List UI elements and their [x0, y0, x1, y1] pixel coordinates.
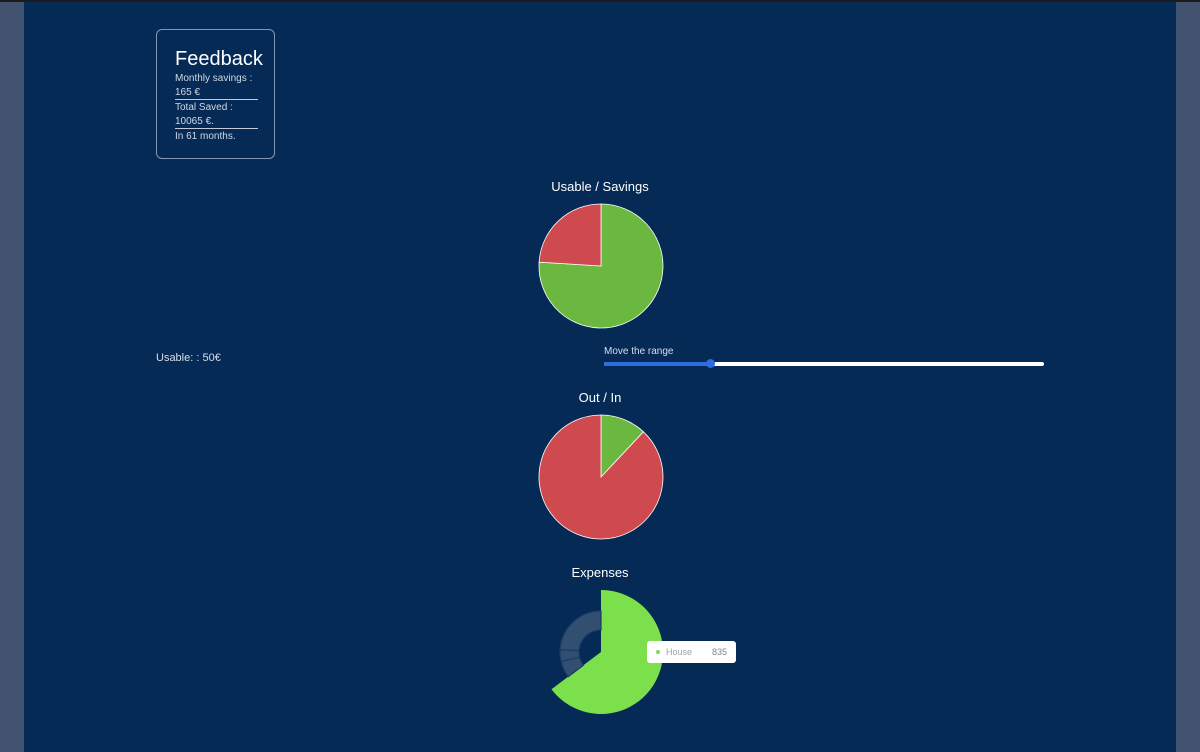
monthly-savings-label: Monthly savings :: [175, 73, 253, 84]
usable-amount-label: Usable: : 50€: [156, 352, 221, 364]
expenses-doughnut-chart: [551, 590, 663, 714]
tooltip-value: 835: [712, 647, 728, 657]
house-pie-slice-0[interactable]: [551, 590, 663, 714]
monthly-savings-value: 165 €: [175, 87, 201, 98]
expenses-tooltip: House 835: [647, 641, 736, 663]
tooltip-color-dot: [656, 650, 660, 654]
out-in-chart-title: Out / In: [578, 390, 622, 405]
usable-range-slider[interactable]: [604, 359, 1044, 369]
pie-slice-3[interactable]: [559, 610, 602, 652]
months-text: In 61 months.: [175, 131, 236, 142]
expenses-chart-title: Expenses: [571, 565, 629, 580]
total-saved-label: Total Saved :: [175, 102, 233, 113]
out-in-pie-chart: [538, 414, 664, 540]
tooltip-label: House: [666, 647, 693, 657]
range-caption: Move the range: [604, 346, 674, 357]
feedback-card: Feedback Monthly savings : 165 € Total S…: [156, 29, 275, 159]
main-panel: Feedback Monthly savings : 165 € Total S…: [24, 2, 1176, 752]
range-track: [604, 362, 1044, 366]
pie-slice-1[interactable]: [538, 203, 602, 267]
top-border: [0, 0, 1200, 2]
range-thumb[interactable]: [705, 359, 715, 368]
feedback-divider: [175, 128, 258, 129]
total-saved-value: 10065 €.: [175, 116, 214, 127]
usable-savings-pie-chart: [538, 203, 664, 329]
feedback-title: Feedback: [175, 48, 263, 70]
usable-savings-chart-title: Usable / Savings: [551, 179, 649, 194]
feedback-divider: [175, 99, 258, 100]
pie-slice-1[interactable]: [538, 414, 664, 540]
range-fill: [604, 362, 710, 366]
